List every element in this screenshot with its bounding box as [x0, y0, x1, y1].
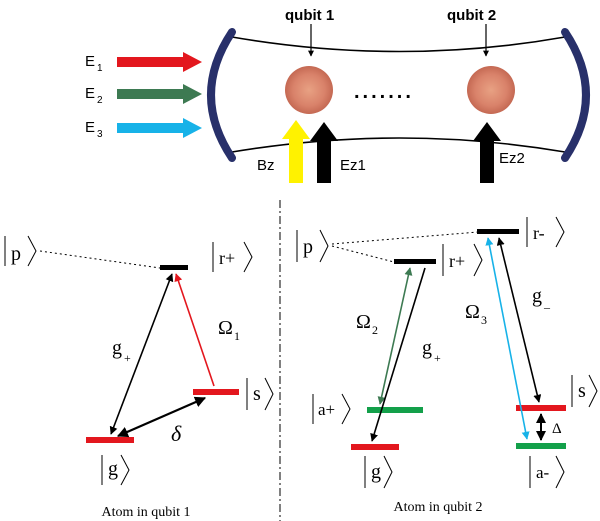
ket-r-minus: r-	[526, 216, 565, 248]
label-omega2: Ω	[356, 311, 371, 333]
bz-label: Bz	[257, 157, 275, 174]
left-mirror	[207, 28, 236, 162]
field-e2-subscript: 2	[97, 95, 103, 106]
level-g-right	[351, 444, 399, 450]
qubit1-label: qubit 1	[285, 7, 334, 24]
level-r-plus-right	[394, 259, 436, 264]
transition-g-minus	[496, 237, 542, 403]
field-e3-subscript: 3	[97, 129, 103, 140]
ket-s-left: s	[246, 377, 274, 411]
transition-g-plus-right	[370, 267, 426, 442]
ket-p-left: p	[4, 235, 37, 267]
ket-r-minus-text: r-	[533, 223, 545, 243]
ket-a-plus: a+	[312, 393, 351, 425]
transition-omega3	[485, 237, 530, 440]
ket-r-plus-right: r+	[442, 243, 483, 277]
virtual-coupling-r-minus	[331, 231, 479, 245]
level-s-left	[193, 389, 239, 395]
cavity-panel: E 1 E 2 E 3 qubit 1 qubit 2 .......	[85, 7, 590, 183]
qubit2-label: qubit 2	[447, 7, 496, 24]
ket-r-plus-left-text: r+	[219, 248, 235, 268]
ket-g-right-text: g	[371, 461, 381, 483]
field-e1: E 1	[85, 52, 202, 74]
level-r-minus	[477, 229, 519, 234]
caption-qubit2: Atom in qubit 2	[393, 500, 482, 515]
ez2-label: Ez2	[499, 150, 525, 167]
transition-omega1	[174, 273, 215, 387]
level-r-plus-left	[160, 265, 188, 270]
ket-g-right: g	[364, 455, 393, 489]
ez2-arrow	[473, 122, 501, 183]
label-omega1: Ω	[218, 317, 233, 339]
label-omega3: Ω	[465, 301, 480, 323]
level-scheme-qubit1: p r+ s g g + Ω	[4, 235, 274, 520]
level-a-minus	[516, 443, 566, 449]
transition-delta	[116, 396, 207, 438]
level-scheme-qubit2: p r+ r- a+ g	[296, 216, 598, 515]
atom-qubit1	[285, 66, 333, 114]
ez1-arrow	[310, 122, 338, 183]
ket-r-plus-right-text: r+	[449, 251, 465, 271]
ket-a-plus-text: a+	[318, 400, 335, 419]
field-e2-label: E	[85, 85, 95, 102]
cavity-bottom-wall	[231, 137, 566, 153]
field-e3-label: E	[85, 119, 95, 136]
level-s-right	[516, 405, 566, 411]
label-omega2-sub: 2	[372, 323, 378, 337]
virtual-coupling-r-plus	[331, 245, 395, 263]
ket-g-left: g	[101, 454, 130, 486]
level-g-left	[86, 437, 134, 443]
field-e1-subscript: 1	[97, 63, 103, 74]
label-g-plus-left-sub: +	[124, 351, 131, 365]
transition-omega2	[377, 267, 413, 405]
level-a-plus	[367, 407, 423, 413]
field-e2-arrow	[117, 84, 202, 104]
label-detuning: Δ	[552, 421, 562, 437]
ket-s-right-text: s	[578, 380, 586, 402]
ket-p-right-text: p	[303, 236, 313, 258]
ellipsis-dots: .......	[354, 81, 414, 103]
field-e1-arrow	[117, 52, 202, 72]
ket-r-plus-left: r+	[212, 241, 253, 273]
ket-s-right: s	[571, 374, 598, 408]
ket-a-minus: a-	[529, 455, 565, 489]
field-e2: E 2	[85, 84, 202, 106]
ket-p-left-text: p	[11, 243, 21, 265]
atom-qubit2	[467, 66, 515, 114]
cavity-top-wall	[231, 36, 566, 53]
label-omega3-sub: 3	[481, 313, 487, 327]
ket-g-left-text: g	[108, 458, 118, 480]
ket-p-right: p	[296, 229, 329, 263]
label-g-plus-right: g	[422, 337, 432, 359]
label-g-minus-sub: –	[543, 300, 551, 314]
label-g-minus: g	[532, 285, 542, 307]
right-mirror	[561, 28, 590, 162]
virtual-coupling-left	[39, 250, 161, 269]
ket-a-minus-text: a-	[536, 463, 550, 482]
label-g-plus-right-sub: +	[434, 351, 441, 365]
label-delta: δ	[171, 421, 182, 446]
bz-arrow	[282, 120, 310, 183]
ket-s-left-text: s	[253, 383, 261, 405]
field-e1-label: E	[85, 53, 95, 70]
caption-qubit1: Atom in qubit 1	[101, 505, 190, 520]
label-omega1-sub: 1	[234, 329, 240, 343]
ez1-label: Ez1	[340, 157, 366, 174]
field-e3: E 3	[85, 118, 202, 140]
label-g-plus-left: g	[112, 337, 122, 359]
field-e3-arrow	[117, 118, 202, 138]
